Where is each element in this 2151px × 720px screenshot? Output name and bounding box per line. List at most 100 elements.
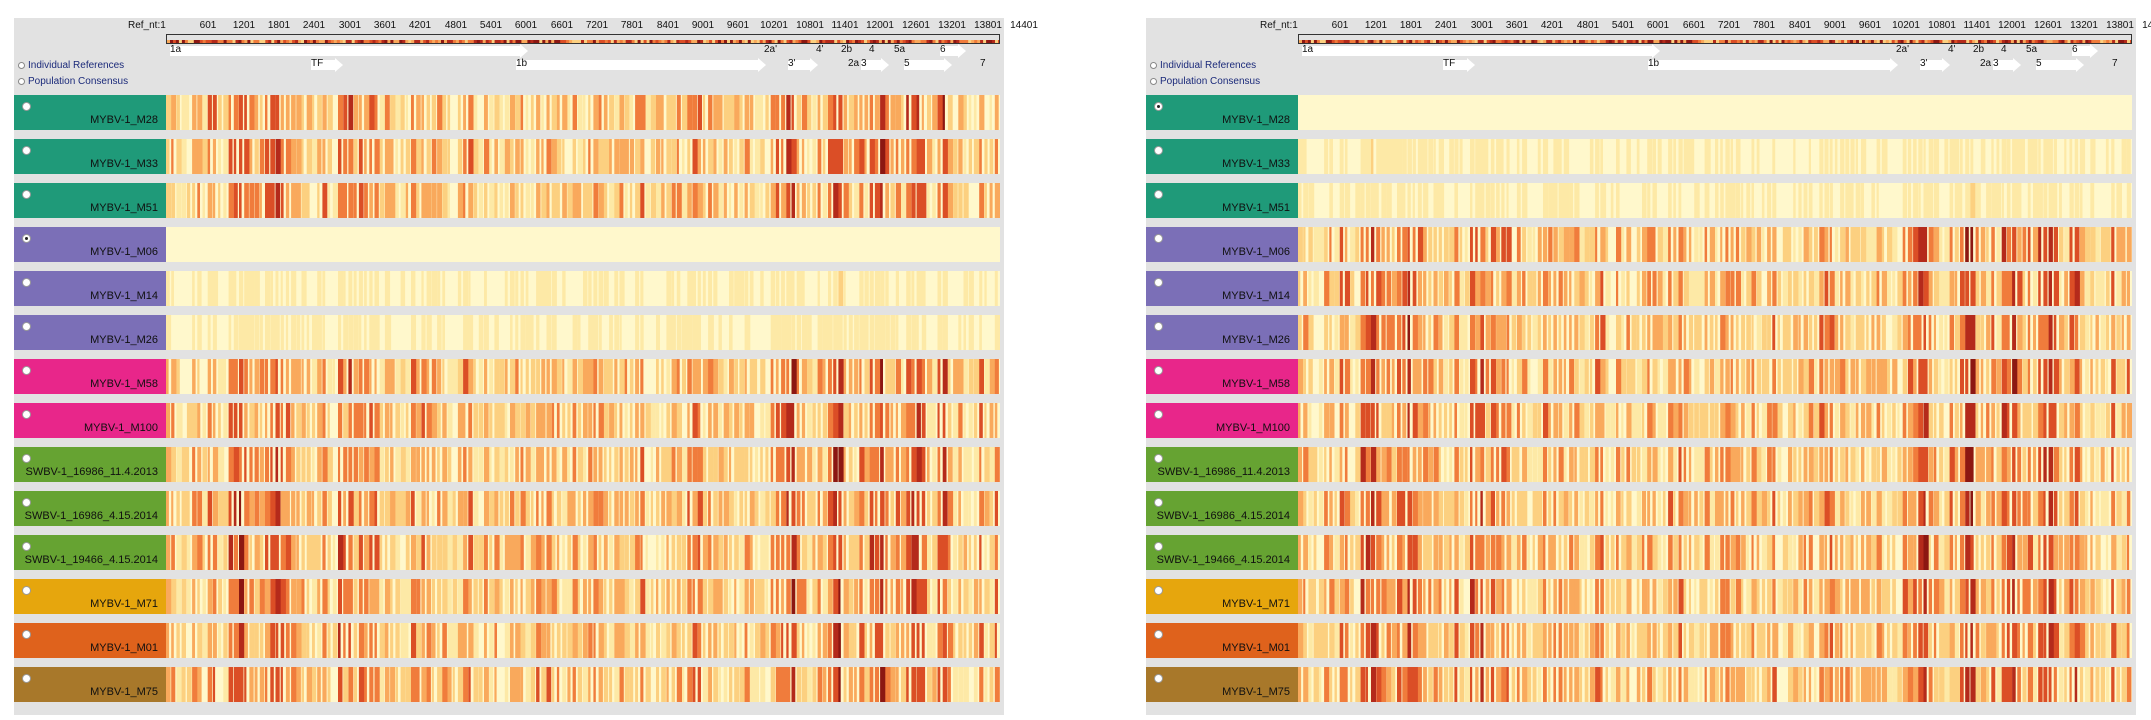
reference-radio[interactable]	[1154, 498, 1163, 507]
ruler-tick: 4801	[1576, 20, 1600, 31]
individual-references-radio[interactable]	[18, 62, 25, 69]
sample-label[interactable]: MYBV-1_M06	[14, 227, 166, 262]
individual-references-toggle[interactable]: Individual References	[18, 60, 124, 71]
sample-label[interactable]: MYBV-1_M26	[1146, 315, 1298, 350]
gene-arrow	[904, 58, 952, 72]
reference-radio[interactable]	[22, 366, 31, 375]
reference-radio[interactable]	[22, 190, 31, 199]
reference-radio[interactable]	[22, 542, 31, 551]
sample-label[interactable]: MYBV-1_M14	[14, 271, 166, 306]
reference-radio[interactable]	[1154, 366, 1163, 375]
reference-radio[interactable]	[1154, 190, 1163, 199]
sample-label[interactable]: SWBV-1_16986_4.15.2014	[14, 491, 166, 526]
sample-label[interactable]: MYBV-1_M75	[14, 667, 166, 702]
sample-name: MYBV-1_M71	[90, 598, 158, 610]
sample-row: MYBV-1_M33	[1146, 139, 2136, 174]
sample-label[interactable]: SWBV-1_16986_11.4.2013	[1146, 447, 1298, 482]
ruler-tick: 9001	[1823, 20, 1847, 31]
reference-radio[interactable]	[22, 498, 31, 507]
sample-label[interactable]: MYBV-1_M26	[14, 315, 166, 350]
ruler-tick: 10201	[760, 20, 788, 31]
sample-label[interactable]: MYBV-1_M01	[14, 623, 166, 658]
individual-references-toggle[interactable]: Individual References	[1150, 60, 1256, 71]
reference-radio[interactable]	[22, 322, 31, 331]
sample-row: MYBV-1_M58	[1146, 359, 2136, 394]
sample-label[interactable]: MYBV-1_M14	[1146, 271, 1298, 306]
sample-name: MYBV-1_M06	[90, 246, 158, 258]
variation-heatmap-track	[166, 403, 1000, 438]
sample-label[interactable]: SWBV-1_19466_4.15.2014	[14, 535, 166, 570]
reference-radio[interactable]	[22, 586, 31, 595]
sample-label[interactable]: MYBV-1_M28	[1146, 95, 1298, 130]
ruler-tick: 13201	[938, 20, 966, 31]
variation-heatmap-track	[1298, 667, 2132, 702]
gene-arrow	[940, 44, 966, 58]
sample-label[interactable]: MYBV-1_M100	[1146, 403, 1298, 438]
sample-label[interactable]: MYBV-1_M51	[14, 183, 166, 218]
population-consensus-toggle[interactable]: Population Consensus	[18, 76, 128, 87]
gene-label: 2a'	[1896, 44, 1910, 55]
sample-row: MYBV-1_M100	[1146, 403, 2136, 438]
individual-references-radio[interactable]	[1150, 62, 1157, 69]
sample-label[interactable]: MYBV-1_M75	[1146, 667, 1298, 702]
reference-radio[interactable]	[22, 102, 31, 111]
reference-radio[interactable]	[1154, 630, 1163, 639]
reference-radio[interactable]	[1154, 146, 1163, 155]
sample-row: MYBV-1_M06	[1146, 227, 2136, 262]
gene-label: 7	[980, 58, 986, 69]
gene-arrow	[861, 58, 889, 72]
sample-name: MYBV-1_M28	[1222, 114, 1290, 126]
ruler-label: Ref_nt:1	[1260, 20, 1298, 31]
reference-radio[interactable]	[1154, 234, 1163, 243]
population-consensus-radio[interactable]	[1150, 78, 1157, 85]
reference-radio[interactable]	[1154, 322, 1163, 331]
gene-arrow	[1443, 58, 1475, 72]
variation-heatmap-track	[1298, 183, 2132, 218]
reference-radio[interactable]	[22, 674, 31, 683]
reference-radio[interactable]	[22, 278, 31, 287]
variation-heatmap-track	[166, 315, 1000, 350]
sample-label[interactable]: MYBV-1_M06	[1146, 227, 1298, 262]
sample-label[interactable]: SWBV-1_16986_4.15.2014	[1146, 491, 1298, 526]
sample-name: MYBV-1_M33	[90, 158, 158, 170]
reference-radio[interactable]	[1154, 410, 1163, 419]
population-consensus-toggle[interactable]: Population Consensus	[1150, 76, 1260, 87]
reference-radio[interactable]	[22, 234, 31, 243]
population-consensus-radio[interactable]	[18, 78, 25, 85]
comparison-panel-right: Ref_nt:1 601 1201 1801 2401 3001 3601 4201 4801…	[1146, 18, 2151, 715]
sample-label[interactable]: MYBV-1_M33	[1146, 139, 1298, 174]
sample-label[interactable]: MYBV-1_M51	[1146, 183, 1298, 218]
gene-arrow	[2036, 58, 2084, 72]
reference-radio[interactable]	[1154, 586, 1163, 595]
sample-label[interactable]: SWBV-1_19466_4.15.2014	[1146, 535, 1298, 570]
reference-radio[interactable]	[1154, 454, 1163, 463]
reference-radio[interactable]	[22, 410, 31, 419]
reference-radio[interactable]	[1154, 674, 1163, 683]
sample-label[interactable]: MYBV-1_M33	[14, 139, 166, 174]
sample-name: MYBV-1_M71	[1222, 598, 1290, 610]
sample-label[interactable]: MYBV-1_M58	[1146, 359, 1298, 394]
reference-radio[interactable]	[1154, 542, 1163, 551]
sample-label[interactable]: SWBV-1_16986_11.4.2013	[14, 447, 166, 482]
gene-label: 1b	[516, 58, 528, 69]
sample-label[interactable]: MYBV-1_M01	[1146, 623, 1298, 658]
reference-radio[interactable]	[1154, 102, 1163, 111]
sample-name: MYBV-1_M26	[90, 334, 158, 346]
ruler-tick: 3601	[1505, 20, 1529, 31]
gene-arrow	[1920, 58, 1950, 72]
sample-label[interactable]: MYBV-1_M28	[14, 95, 166, 130]
ruler-tick: 14401	[1010, 20, 1038, 31]
reference-radio[interactable]	[1154, 278, 1163, 287]
sample-label[interactable]: MYBV-1_M71	[1146, 579, 1298, 614]
ruler-tick: 1201	[1364, 20, 1388, 31]
reference-radio[interactable]	[22, 630, 31, 639]
reference-radio[interactable]	[22, 454, 31, 463]
variation-heatmap-track	[1298, 447, 2132, 482]
sample-label[interactable]: MYBV-1_M71	[14, 579, 166, 614]
reference-color-bar	[166, 34, 1000, 44]
sample-label[interactable]: MYBV-1_M100	[14, 403, 166, 438]
reference-radio[interactable]	[22, 146, 31, 155]
gene-label: 1a	[170, 44, 182, 55]
sample-label[interactable]: MYBV-1_M58	[14, 359, 166, 394]
variation-heatmap-track	[166, 183, 1000, 218]
